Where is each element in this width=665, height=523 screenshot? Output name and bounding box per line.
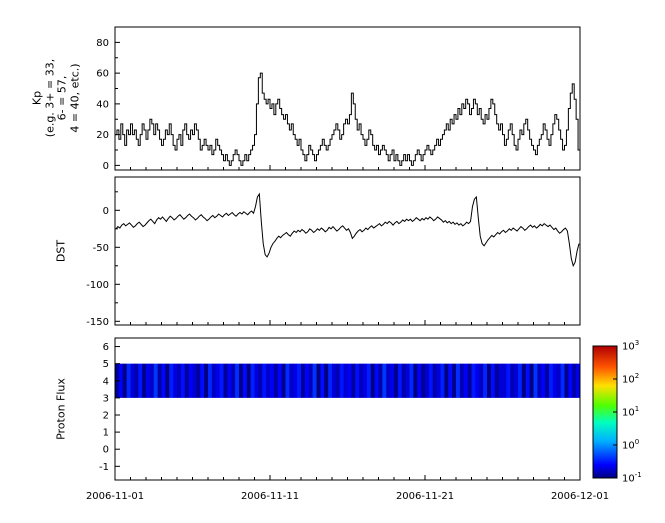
svg-text:2006-11-01: 2006-11-01 <box>86 491 144 502</box>
dst-panel: 0 -50 -100 -150 <box>86 176 581 328</box>
svg-text:-1: -1 <box>99 462 109 473</box>
kp-axis-label: Kp (e.g. 3+ = 33, 6- = 57, 4 = 40, etc.) <box>30 58 82 138</box>
x-axis-date-labels: 2006-11-01 2006-11-11 2006-11-21 2006-12-01 <box>86 491 609 502</box>
colorbar-tick-label: 103 <box>622 339 640 353</box>
svg-text:-150: -150 <box>86 317 109 328</box>
colorbar-tick-label: 101 <box>622 405 640 419</box>
flux-panel: 6 5 4 3 2 1 0 -1 <box>99 337 581 481</box>
svg-text:2006-12-01: 2006-12-01 <box>551 491 609 502</box>
svg-text:0: 0 <box>103 161 109 172</box>
kp-step-line <box>115 72 580 166</box>
flux-x-ticks <box>114 475 581 480</box>
svg-text:0: 0 <box>103 445 109 456</box>
svg-text:4: 4 <box>103 376 109 387</box>
svg-text:20: 20 <box>96 130 109 141</box>
svg-text:2006-11-21: 2006-11-21 <box>396 491 454 502</box>
dst-x-ticks <box>114 320 581 325</box>
flux-frame <box>114 337 581 481</box>
flux-y-ticks: 6 5 4 3 2 1 0 -1 <box>99 342 120 473</box>
kp-panel: 0 20 40 60 80 <box>96 26 581 172</box>
kp-x-ticks <box>114 165 581 170</box>
svg-text:2: 2 <box>103 410 109 421</box>
kp-y-ticks: 0 20 40 60 80 <box>96 38 120 172</box>
colorbar-tick-label: 100 <box>622 438 640 452</box>
svg-text:-100: -100 <box>86 280 109 291</box>
dst-axis-label: DST <box>54 239 68 263</box>
kp-frame <box>114 26 581 171</box>
colorbar-tick-label: 102 <box>622 372 640 386</box>
proton-flux-axis-label: Proton Flux <box>54 378 68 440</box>
svg-text:6: 6 <box>103 342 109 353</box>
svg-text:1: 1 <box>103 428 109 439</box>
svg-text:5: 5 <box>103 359 109 370</box>
svg-text:80: 80 <box>96 38 109 49</box>
svg-text:2006-11-11: 2006-11-11 <box>241 491 299 502</box>
svg-text:40: 40 <box>96 99 109 110</box>
svg-text:60: 60 <box>96 69 109 80</box>
dst-frame <box>114 176 581 326</box>
svg-text:3: 3 <box>103 393 109 404</box>
dst-line <box>115 192 580 268</box>
colorbar-tick-label: 10-1 <box>622 471 642 485</box>
svg-text:0: 0 <box>103 206 109 217</box>
svg-text:-50: -50 <box>93 243 109 254</box>
colorbar <box>592 345 618 479</box>
flux-spectrogram <box>115 363 581 398</box>
